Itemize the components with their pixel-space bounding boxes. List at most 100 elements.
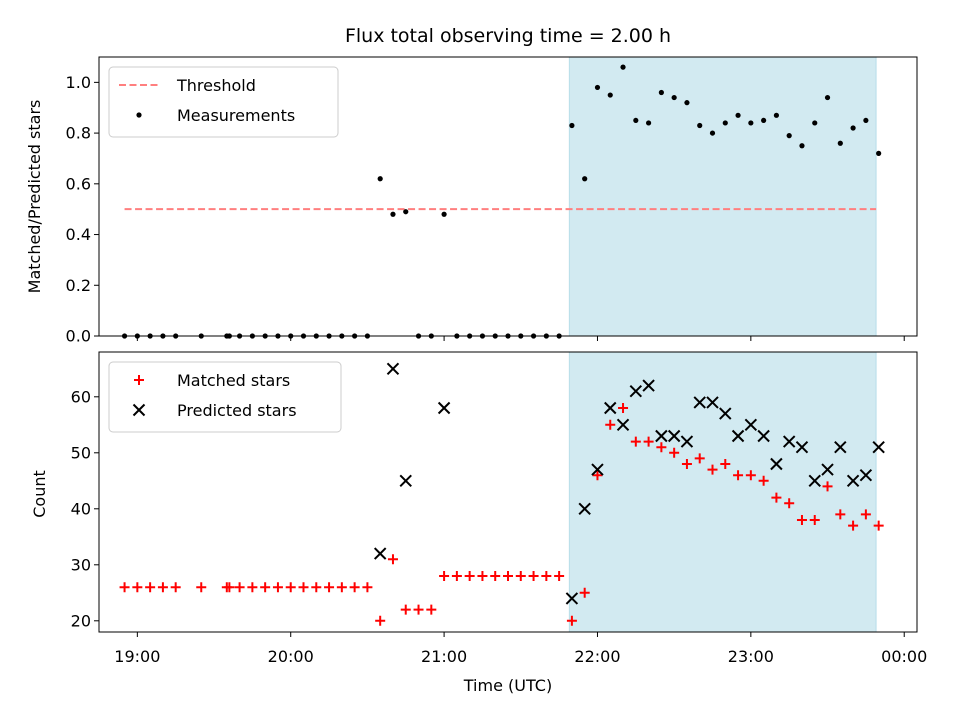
- bottom-predicted-stars-point: [770, 457, 783, 471]
- bottom-matched-stars-point: [387, 554, 398, 565]
- bottom-matched-stars-point: [566, 615, 577, 626]
- bottom-matched-stars-point: [656, 442, 667, 453]
- top-measurements-point: [607, 92, 613, 98]
- bottom-predicted-stars-point: [821, 463, 834, 476]
- bottom-matched-stars-point: [400, 604, 411, 615]
- top-y-tick-label: 0.0: [66, 327, 91, 346]
- bottom-predicted-stars-point: [373, 547, 387, 560]
- bottom-legend-label: Matched stars: [177, 371, 290, 390]
- bottom-matched-stars-point: [643, 436, 654, 447]
- bottom-matched-stars-point: [835, 509, 846, 520]
- bottom-matched-stars-point: [554, 571, 565, 581]
- bottom-matched-stars-point: [758, 475, 769, 486]
- bottom-matched-stars-point: [234, 582, 245, 593]
- bottom-matched-stars-point: [464, 571, 475, 581]
- legend-predicted-swatch: [132, 403, 146, 417]
- top-measurements-point: [850, 125, 856, 131]
- top-measurements-point: [684, 100, 690, 106]
- bottom-predicted-stars-point: [744, 418, 758, 432]
- top-measurements-point: [748, 120, 754, 126]
- top-y-tick-label: 1.0: [66, 73, 91, 92]
- bottom-predicted-stars-point: [808, 474, 821, 488]
- bottom-panel: 20 30 40 50 60 19:00 20:00 21:00 22:00 23:00 00:00…: [71, 351, 927, 666]
- x-tick-label: 23:00: [728, 647, 774, 666]
- bottom-predicted-stars-point: [667, 429, 681, 443]
- bottom-y-tick-label: 50: [71, 443, 91, 462]
- bottom-matched-stars-point: [733, 470, 744, 481]
- top-measurements-point: [569, 122, 575, 129]
- bottom-matched-stars-point: [592, 470, 603, 481]
- top-y-tick-label: 0.6: [66, 174, 91, 193]
- bottom-y-axis-label: Count: [30, 470, 49, 518]
- chart-title: Flux total observing time = 2.00 h: [345, 25, 671, 47]
- bottom-matched-stars-point: [145, 582, 156, 593]
- top-y-tick-label: 0.2: [66, 276, 91, 295]
- bottom-predicted-stars-point: [795, 440, 809, 454]
- bottom-predicted-stars-point: [642, 379, 655, 392]
- bottom-matched-stars-point: [528, 571, 539, 581]
- bottom-predicted-stars-point: [591, 463, 604, 476]
- top-plot-frame: [98, 56, 918, 337]
- top-measurements-point: [799, 143, 805, 149]
- top-measurements-point: [377, 176, 383, 182]
- legend-measurements-swatch: [136, 112, 142, 118]
- bottom-plot-frame: [98, 351, 918, 633]
- top-measurements-point: [658, 89, 664, 96]
- bottom-observing-window: [568, 351, 877, 633]
- bottom-matched-stars-point: [605, 419, 616, 430]
- top-measurements-point: [722, 120, 728, 126]
- bottom-y-tick-label: 60: [71, 387, 91, 406]
- bottom-matched-stars-point: [224, 582, 235, 593]
- bottom-predicted-stars-point: [731, 429, 745, 443]
- bottom-matched-stars-point: [579, 587, 590, 598]
- bottom-legend-label: Predicted stars: [177, 401, 297, 420]
- bottom-matched-stars-point: [669, 447, 680, 458]
- bottom-matched-stars-point: [439, 571, 450, 581]
- top-measurements-point: [863, 117, 869, 124]
- bottom-predicted-stars-point: [757, 429, 770, 443]
- bottom-matched-stars-point: [681, 459, 692, 469]
- bottom-predicted-stars-point: [386, 362, 400, 376]
- bottom-matched-stars-point: [119, 582, 130, 593]
- bottom-matched-stars-point: [170, 582, 181, 593]
- top-measurements-point: [812, 120, 818, 126]
- bottom-predicted-stars-point: [616, 418, 630, 432]
- top-legend-label: Threshold: [176, 76, 256, 95]
- top-measurements-point: [824, 94, 831, 101]
- bottom-matched-stars-point: [541, 571, 552, 581]
- bottom-matched-stars-point: [311, 582, 322, 593]
- top-y-tick-label: 0.8: [66, 124, 91, 143]
- bottom-matched-stars-point: [860, 509, 871, 520]
- bottom-matched-stars-point: [349, 582, 360, 593]
- bottom-predicted-stars-point: [719, 407, 732, 420]
- bottom-matched-stars-point: [285, 582, 296, 593]
- top-observing-window: [568, 56, 877, 337]
- bottom-matched-stars-point: [324, 582, 335, 593]
- top-measurements-point: [582, 176, 588, 182]
- bottom-matched-stars-point: [336, 582, 347, 593]
- bottom-matched-stars-point: [413, 604, 424, 615]
- bottom-matched-stars-point: [247, 582, 258, 593]
- bottom-matched-stars-point: [426, 604, 437, 615]
- bottom-predicted-stars-point: [846, 474, 860, 488]
- x-tick-label: 19:00: [114, 647, 160, 666]
- bottom-predicted-stars-point: [565, 592, 579, 605]
- bottom-matched-stars-point: [298, 582, 309, 593]
- bottom-matched-stars-point: [157, 582, 168, 593]
- top-measurements-point: [773, 112, 780, 118]
- bottom-predicted-stars-point: [399, 474, 412, 488]
- bottom-matched-stars-point: [477, 571, 488, 581]
- bottom-matched-stars-point: [618, 403, 629, 413]
- bottom-predicted-stars-point: [680, 435, 694, 448]
- top-measurements-point: [671, 94, 677, 101]
- bottom-matched-stars-point: [375, 615, 386, 626]
- bottom-x-axis-label: Time (UTC): [463, 676, 552, 695]
- bottom-matched-stars-point: [848, 520, 859, 531]
- bottom-y-tick-label: 20: [71, 611, 91, 630]
- top-measurements-point: [697, 122, 703, 129]
- top-measurements-point: [645, 120, 652, 126]
- bottom-matched-stars-point: [745, 470, 756, 481]
- bottom-matched-stars-point: [720, 459, 731, 469]
- bottom-predicted-stars-point: [437, 401, 451, 415]
